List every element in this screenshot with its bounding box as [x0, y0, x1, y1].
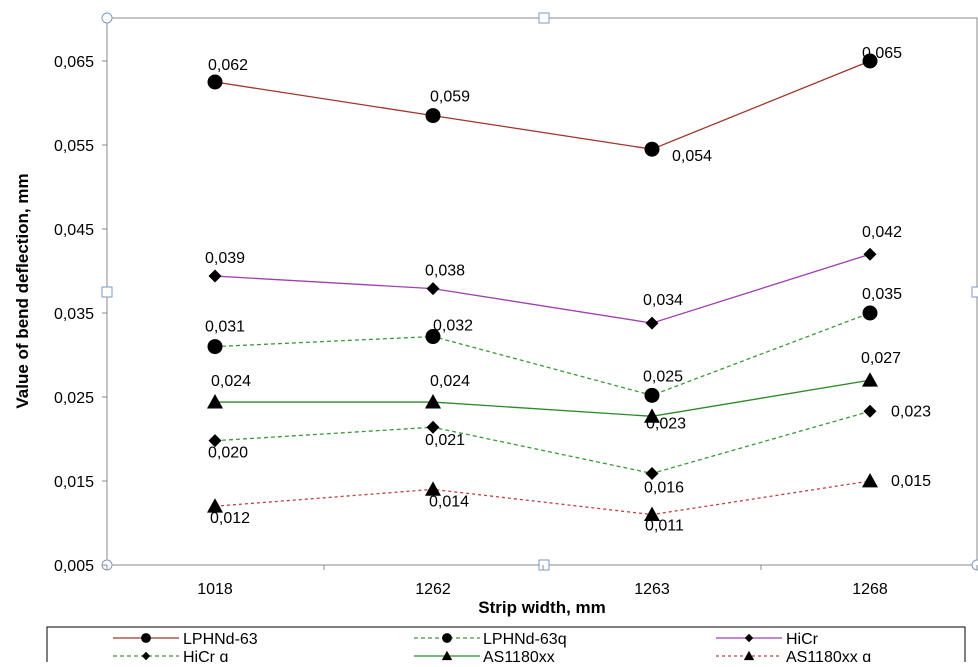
resize-handle-top-left[interactable] — [101, 12, 113, 24]
data-label: 0,032 — [433, 318, 473, 335]
y-tick-label: 0,045 — [54, 222, 94, 239]
y-tick-label: 0,035 — [54, 306, 94, 323]
y-tick-label: 0,015 — [54, 474, 94, 491]
data-point-marker — [645, 466, 659, 480]
data-label: 0,038 — [425, 263, 465, 280]
legend-label: AS1180xx — [483, 649, 555, 662]
resize-handle-right[interactable] — [971, 286, 978, 298]
series-line — [214, 253, 871, 324]
legend-label: AS1180xx q — [786, 649, 871, 662]
resize-handle-bottom[interactable] — [538, 559, 550, 571]
series-line — [215, 379, 871, 417]
x-tick-label: 1262 — [415, 581, 451, 598]
series-layer — [207, 53, 878, 521]
data-point-marker — [425, 329, 441, 345]
y-tick-label: 0,025 — [54, 390, 94, 407]
series-line — [214, 410, 871, 475]
data-point-marker — [425, 481, 441, 496]
resize-handle-top[interactable] — [538, 12, 550, 24]
legend-label: LPHNd-63q — [483, 631, 567, 648]
x-tick-label: 1263 — [634, 581, 670, 598]
data-point-marker — [862, 372, 878, 387]
data-point-marker — [208, 434, 222, 448]
legend-marker — [744, 633, 754, 643]
data-point-marker — [426, 282, 440, 296]
data-point-marker — [645, 316, 659, 330]
legend-box — [46, 626, 966, 664]
series-line — [214, 480, 871, 516]
data-label: 0,024 — [430, 373, 470, 390]
legend-marker — [141, 651, 151, 661]
data-label: 0,054 — [672, 148, 712, 165]
data-label: 0,065 — [862, 45, 902, 62]
legend-marker — [441, 650, 453, 661]
data-label: 0,023 — [891, 403, 931, 420]
legend-marker — [442, 633, 452, 643]
data-point-marker — [425, 394, 441, 409]
data-label: 0,021 — [425, 432, 465, 449]
data-label: 0,027 — [861, 350, 901, 367]
x-tick-label: 1018 — [197, 581, 233, 598]
data-label: 0,012 — [210, 510, 250, 527]
data-label: 0,059 — [430, 89, 470, 106]
data-label: 0,014 — [429, 493, 469, 510]
y-tick-label: 0,005 — [54, 558, 94, 575]
data-point-marker — [208, 269, 222, 283]
data-point-marker — [426, 420, 440, 434]
data-label: 0,011 — [645, 518, 684, 535]
data-point-marker — [207, 339, 223, 355]
data-label: 0,024 — [211, 373, 251, 390]
data-label: 0,025 — [643, 368, 683, 385]
data-label: 0,039 — [205, 250, 245, 267]
y-tick-label: 0,055 — [54, 138, 94, 155]
data-label: 0,020 — [208, 445, 248, 462]
legend-label: HiCr — [786, 631, 819, 648]
data-point-marker — [644, 141, 660, 157]
x-tick-label: 1268 — [852, 581, 888, 598]
data-point-marker — [862, 305, 878, 321]
data-point-marker — [644, 387, 660, 403]
series-line — [214, 60, 871, 150]
legend: LPHNd-63 LPHNd-63q HiCr HiCr q AS1180xx AS118… — [46, 626, 966, 666]
resize-handle-left[interactable] — [101, 286, 113, 298]
data-label: 0,062 — [208, 57, 248, 74]
data-point-marker — [207, 498, 223, 513]
data-label: 0,035 — [862, 286, 902, 303]
legend-marker — [743, 650, 755, 661]
y-tick-label: 0,065 — [54, 54, 94, 71]
data-label: 0,031 — [205, 319, 245, 336]
data-point-marker — [207, 74, 223, 90]
data-label: 0,015 — [891, 473, 931, 490]
data-point-marker — [644, 408, 660, 423]
data-label: 0,034 — [643, 292, 683, 309]
legend-label: LPHNd-63 — [183, 631, 258, 648]
plot-area — [106, 17, 978, 566]
data-label-layer: 0,062 0,059 0,054 0,065 0,031 0,032 0,025 0,035… — [205, 45, 931, 535]
legend-marker — [141, 633, 151, 643]
data-point-marker — [862, 53, 878, 69]
data-label: 0,023 — [646, 415, 686, 432]
data-label: 0,042 — [862, 224, 902, 241]
data-point-marker — [644, 506, 660, 521]
tick-layer: 0,005 0,015 0,025 0,035 0,045 0,055 0,065 1018 1… — [54, 54, 978, 598]
data-point-marker — [863, 404, 877, 418]
data-label: 0,016 — [644, 479, 684, 496]
x-axis-title: Strip width, mm — [478, 598, 606, 617]
y-axis-title: Value of bend deflection, mm — [13, 173, 32, 408]
data-point-marker — [862, 473, 878, 488]
data-point-marker — [863, 247, 877, 261]
legend-label: HiCr q — [183, 649, 228, 662]
series-line — [214, 312, 871, 397]
data-point-marker — [207, 394, 223, 409]
data-point-marker — [425, 108, 441, 124]
